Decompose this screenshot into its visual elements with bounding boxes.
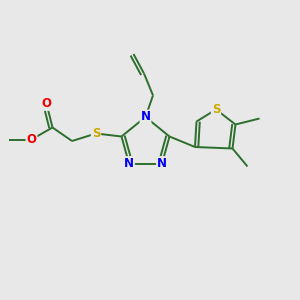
Text: N: N <box>124 157 134 170</box>
Text: O: O <box>26 133 37 146</box>
Text: N: N <box>140 110 151 124</box>
Text: O: O <box>41 97 52 110</box>
Text: S: S <box>92 127 100 140</box>
Text: S: S <box>212 103 220 116</box>
Text: N: N <box>157 157 167 170</box>
